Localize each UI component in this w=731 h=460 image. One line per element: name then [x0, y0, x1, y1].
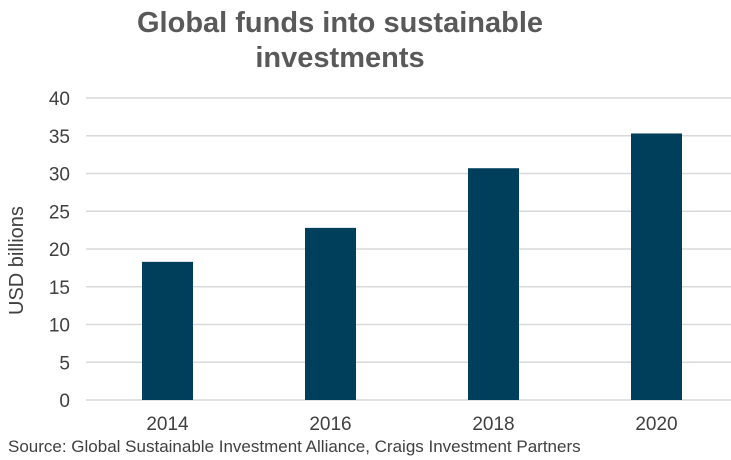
y-tick-label: 25 — [49, 202, 70, 223]
y-tick-label: 15 — [49, 278, 70, 299]
x-tick-label: 2020 — [635, 414, 677, 435]
y-tick-label: 20 — [49, 240, 70, 261]
bar-2014 — [142, 261, 193, 400]
y-tick-labels: 0 5 10 15 20 25 30 35 40 — [49, 89, 70, 412]
x-tick-label: 2014 — [146, 414, 189, 435]
y-tick-label: 5 — [59, 353, 70, 374]
bar-2020 — [631, 133, 682, 401]
chart-title-line-2: investments — [255, 42, 425, 74]
y-tick-label: 0 — [59, 391, 70, 412]
x-tick-label: 2018 — [472, 414, 514, 435]
x-tick-label: 2016 — [309, 414, 351, 435]
chart-title: Global funds into sustainable investment… — [0, 6, 680, 76]
y-tick-label: 40 — [49, 89, 70, 110]
y-tick-label: 30 — [49, 165, 70, 186]
bars — [142, 133, 682, 401]
gridlines — [86, 97, 731, 401]
x-tick-labels: 2014 2016 2018 2020 — [146, 414, 677, 435]
chart-title-line-1: Global funds into sustainable — [136, 7, 544, 39]
bar-2018 — [468, 168, 519, 400]
source-note: Source: Global Sustainable Investment Al… — [8, 437, 581, 456]
bar-2016 — [305, 227, 356, 400]
y-tick-label: 10 — [49, 316, 70, 337]
y-tick-label: 35 — [49, 127, 70, 148]
